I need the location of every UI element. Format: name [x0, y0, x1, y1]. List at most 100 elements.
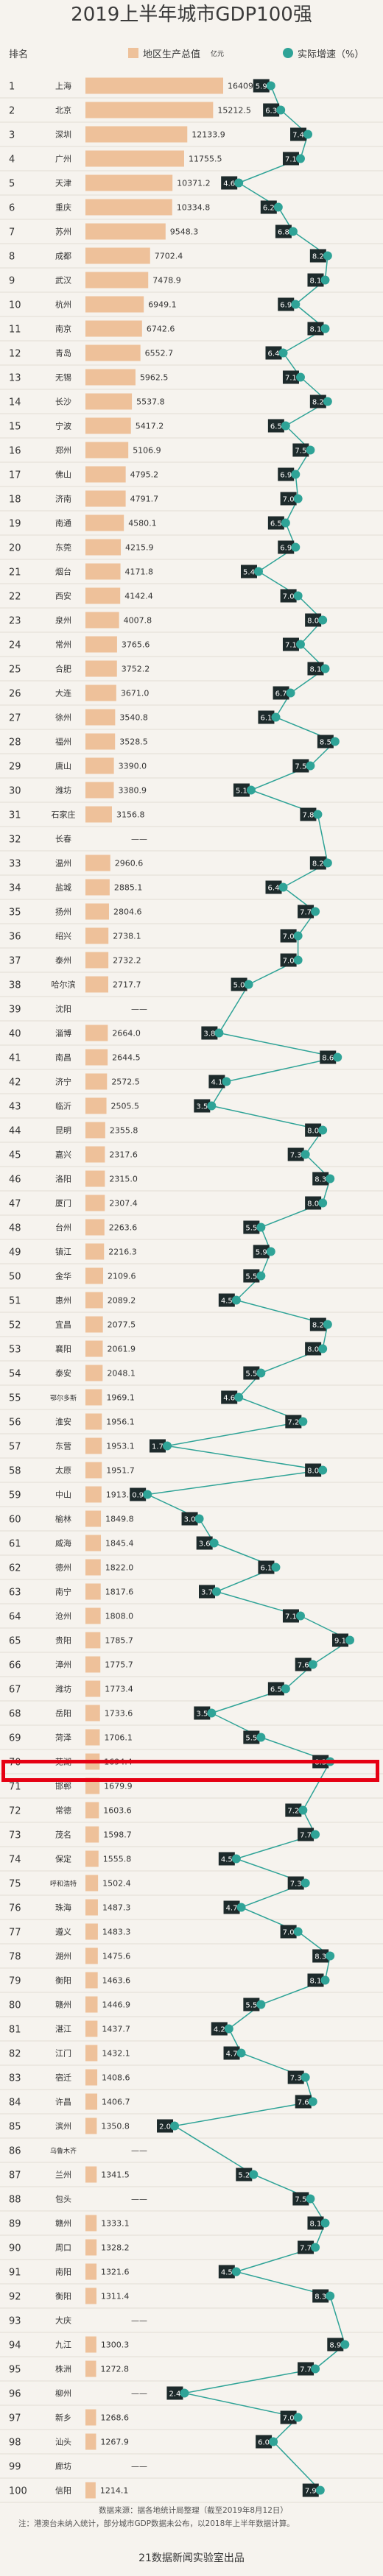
gdp-value-label: 4171.8	[125, 567, 154, 577]
gdp-value-label: 2732.2	[113, 956, 141, 966]
gdp-value-label: 10334.8	[177, 203, 210, 213]
growth-value-label: 7.2	[287, 1808, 299, 1816]
growth-label-box	[309, 856, 326, 870]
growth-point	[256, 1271, 266, 1281]
page-title: 2019上半年城市GDP100强	[71, 4, 312, 26]
city-label: 茂名	[55, 1830, 71, 1840]
rank-label: 7	[9, 227, 15, 238]
growth-label-box	[278, 540, 295, 554]
growth-value-label: 8.1	[310, 2221, 322, 2229]
growth-point	[231, 1295, 241, 1305]
growth-point	[244, 980, 253, 989]
city-label: 成都	[55, 252, 71, 261]
growth-point	[212, 1587, 222, 1596]
city-label: 嘉兴	[55, 1150, 71, 1160]
growth-label-box	[258, 710, 275, 724]
gdp-value-label: 16409.9	[228, 82, 261, 91]
growth-point	[236, 2048, 246, 2058]
gdp-bar	[85, 782, 114, 799]
growth-line-segment	[184, 2368, 316, 2394]
gdp-value-label: 6742.6	[147, 325, 175, 334]
gdp-missing-label: ——	[131, 835, 147, 844]
city-label: 泉州	[55, 615, 71, 626]
growth-line-segment	[302, 1761, 331, 1811]
rank-label: 69	[9, 1733, 21, 1744]
growth-label-box	[307, 322, 324, 336]
growth-point	[306, 2194, 315, 2204]
city-label: 宿迁	[55, 2073, 71, 2083]
rank-label: 4	[9, 155, 15, 166]
growth-label-box	[211, 2022, 228, 2036]
growth-value-label: 6.5	[270, 423, 282, 431]
gdp-value-label: 1555.8	[103, 1855, 132, 1864]
rank-label: 49	[9, 1248, 21, 1259]
growth-line-segment	[273, 2441, 321, 2491]
rank-label: 22	[9, 592, 21, 603]
city-label: 厦门	[55, 1198, 71, 1209]
growth-label-box	[260, 200, 277, 214]
gdp-bar	[85, 709, 116, 726]
growth-value-label: 6.9	[280, 545, 292, 553]
growth-point	[207, 1101, 217, 1111]
growth-label-box	[240, 565, 257, 578]
city-label: 太原	[55, 1466, 71, 1476]
gdp-value-label: 2572.5	[111, 1078, 140, 1087]
growth-label-box	[223, 2046, 240, 2060]
growth-point	[278, 348, 288, 358]
growth-point	[194, 1514, 204, 1524]
gdp-bar	[85, 1097, 107, 1114]
gdp-value-label: 2061.9	[107, 1345, 136, 1354]
gdp-value-label: 2960.6	[115, 859, 144, 868]
rank-label: 78	[9, 1952, 21, 1963]
gdp-value-label: 2505.5	[111, 1102, 140, 1111]
growth-point	[288, 227, 298, 236]
rank-label: 53	[9, 1345, 21, 1356]
gdp-bar	[85, 77, 223, 94]
gdp-value-label: 1913.9	[106, 1490, 135, 1500]
rank-label: 34	[9, 883, 21, 894]
growth-point	[249, 2170, 259, 2179]
growth-label-box	[221, 1390, 238, 1404]
gdp-value-label: 4142.4	[124, 592, 153, 601]
city-label: 鄂尔多斯	[50, 1394, 77, 1403]
growth-point	[246, 785, 256, 795]
growth-value-label: 7.5	[295, 2196, 306, 2204]
gdp-value-label: 1598.7	[103, 1830, 132, 1840]
growth-label-box	[243, 1269, 260, 1283]
growth-point	[323, 1320, 332, 1329]
growth-label-box	[201, 1026, 218, 1040]
gdp-value-label: 15212.5	[217, 106, 251, 116]
growth-label-box	[265, 346, 282, 360]
gdp-value-label: 2664.0	[112, 1029, 141, 1038]
rank-label: 63	[9, 1588, 21, 1599]
city-label: 滨州	[55, 2121, 71, 2131]
gdp-value-label: 4580.1	[128, 519, 157, 528]
gdp-bar	[85, 1243, 105, 1260]
gdp-value-label: 1733.6	[105, 1709, 133, 1719]
rank-label: 43	[9, 1102, 21, 1113]
growth-value-label: 8.0	[307, 1128, 319, 1136]
gdp-value-label: 3765.6	[122, 640, 150, 650]
growth-point	[311, 907, 320, 916]
gdp-value-label: 1437.7	[102, 2025, 130, 2034]
rank-label: 64	[9, 1612, 21, 1623]
growth-point	[306, 761, 315, 771]
growth-label-box	[278, 467, 295, 481]
growth-value-label: 7.5	[295, 763, 306, 771]
gdp-bar	[85, 2117, 97, 2134]
rank-label: 71	[9, 1782, 21, 1793]
growth-point	[320, 324, 330, 333]
growth-label-box	[181, 1512, 198, 1526]
city-label: 北京	[55, 105, 71, 116]
growth-point	[301, 1150, 310, 1159]
gdp-value-label: 2885.1	[114, 883, 143, 893]
gdp-bar	[85, 417, 131, 434]
growth-value-label: 6.3	[265, 107, 277, 116]
gdp-value-label: 2089.2	[108, 1296, 136, 1306]
city-label: 长春	[55, 835, 71, 844]
growth-point	[315, 2485, 325, 2495]
growth-value-label: 6.5	[270, 1686, 282, 1694]
rank-label: 1	[9, 82, 15, 93]
city-label: 沈阳	[55, 1004, 71, 1014]
rank-label: 57	[9, 1442, 21, 1453]
